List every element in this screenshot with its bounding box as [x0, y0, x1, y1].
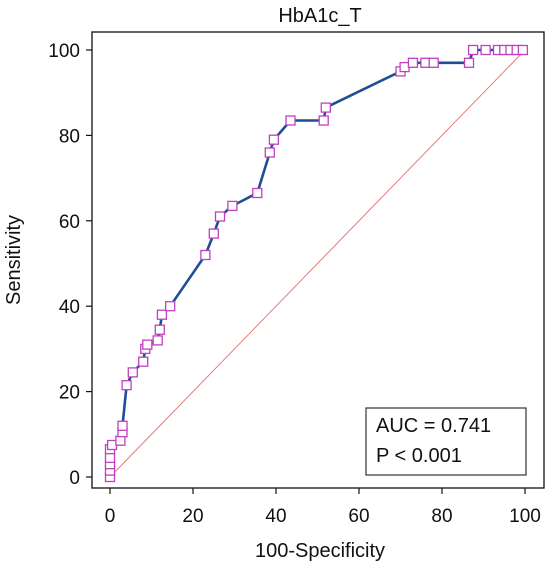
- x-tick-label: 20: [182, 506, 203, 527]
- reference-diagonal-line: [109, 49, 526, 478]
- x-tick-label: 0: [105, 506, 116, 527]
- roc-point: [121, 380, 132, 391]
- auc-annotation-box: AUC = 0.741 P < 0.001: [365, 407, 527, 476]
- y-axis-label: Sensitivity: [3, 215, 25, 305]
- roc-markers: [104, 44, 529, 483]
- roc-point: [117, 420, 128, 431]
- roc-point: [200, 249, 211, 261]
- axis-ticks: 0 20 40 60 80 100 0 20 40 60 80 100: [48, 41, 541, 527]
- roc-point: [252, 187, 263, 199]
- roc-point: [154, 324, 165, 335]
- y-tick-label: 100: [48, 41, 80, 62]
- y-tick-label: 60: [59, 212, 80, 233]
- roc-point: [467, 44, 479, 56]
- roc-point: [208, 228, 219, 239]
- y-tick-label: 0: [69, 468, 80, 489]
- plot-frame: [91, 31, 545, 489]
- x-tick-label: 60: [348, 506, 369, 527]
- y-tick-label: 40: [59, 297, 80, 318]
- roc-point: [428, 57, 439, 68]
- x-axis-label: 100-Specificity: [255, 540, 385, 562]
- roc-point: [142, 339, 153, 350]
- roc-point: [285, 115, 296, 126]
- x-tick-label: 100: [509, 506, 541, 527]
- roc-point: [407, 57, 419, 68]
- y-tick-label: 20: [59, 383, 80, 404]
- y-tick-label: 80: [59, 126, 80, 147]
- p-value-text: P < 0.001: [376, 445, 462, 467]
- roc-point: [320, 102, 331, 113]
- x-tick-label: 40: [265, 506, 286, 527]
- roc-point: [264, 147, 275, 158]
- roc-point: [480, 44, 491, 56]
- roc-point: [138, 356, 149, 367]
- roc-point: [227, 200, 238, 212]
- roc-point: [104, 452, 116, 463]
- roc-point: [420, 57, 431, 68]
- roc-point: [318, 115, 329, 126]
- x-tick-label: 80: [431, 506, 452, 527]
- roc-point: [127, 367, 138, 378]
- auc-text: AUC = 0.741: [376, 415, 491, 437]
- roc-point: [268, 134, 280, 145]
- roc-point: [517, 44, 529, 56]
- roc-point: [463, 57, 475, 68]
- chart-title: HbA1c_T: [278, 5, 361, 27]
- roc-point: [214, 211, 226, 222]
- annotation-frame: [365, 407, 527, 476]
- roc-point: [152, 335, 163, 346]
- roc-point: [156, 309, 168, 320]
- roc-point: [106, 439, 118, 451]
- roc-point: [115, 435, 126, 446]
- roc-point: [165, 301, 176, 312]
